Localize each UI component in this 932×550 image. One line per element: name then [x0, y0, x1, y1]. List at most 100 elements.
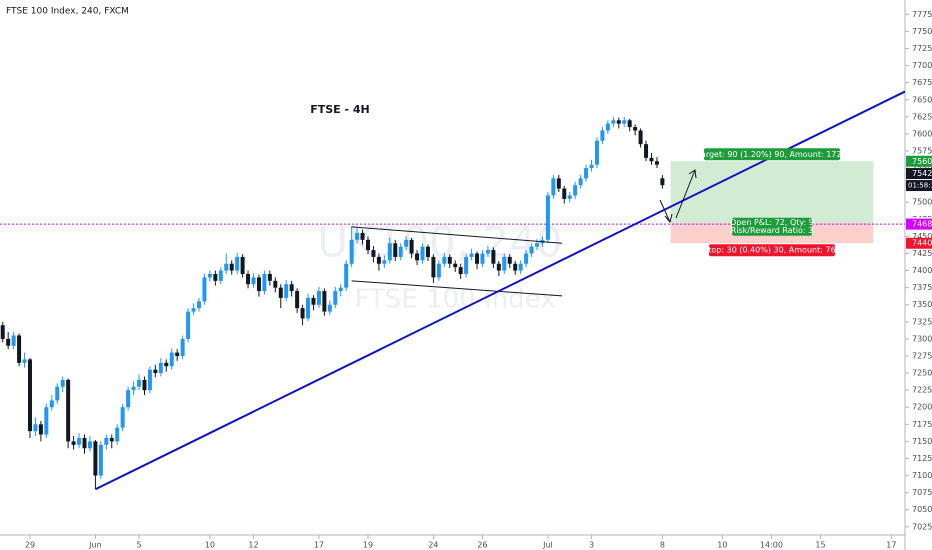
candle-body — [191, 308, 196, 312]
y-tick-label: 7650 — [912, 95, 932, 104]
plot: Target: 90 (1.20%) 90, Amount: 1720 Open … — [0, 90, 906, 491]
candle-body — [142, 379, 147, 391]
countdown-bg — [906, 180, 932, 192]
candle-body — [344, 263, 349, 288]
candle-body — [137, 379, 142, 387]
y-tick-label: 7350 — [912, 300, 932, 309]
candle-body — [551, 178, 556, 196]
candle-body — [311, 297, 316, 305]
candle-body — [251, 277, 256, 285]
candle-body — [180, 338, 185, 356]
y-tick-label: 7400 — [912, 266, 932, 275]
candle-body — [11, 335, 16, 346]
y-tick-label: 7775 — [912, 10, 932, 19]
x-tick-label: 10 — [205, 541, 215, 550]
y-tick-label: 7175 — [912, 420, 932, 429]
watermark: UK100, 240 — [317, 218, 562, 267]
y-tick-label: 7675 — [912, 78, 932, 87]
candle-body — [567, 195, 572, 199]
candle-body — [611, 120, 616, 124]
target-label: Target: 90 (1.20%) 90, Amount: 1720 — [696, 150, 846, 159]
x-tick-label: Jul — [542, 541, 553, 550]
x-tick-label: 24 — [428, 541, 438, 550]
x-tick-label: 29 — [25, 541, 35, 550]
y-tick-label: 7025 — [912, 522, 932, 531]
stop-label-bg — [708, 244, 835, 257]
candle-body — [644, 144, 649, 158]
y-tick-label: 7300 — [912, 334, 932, 343]
target-zone — [670, 161, 874, 223]
candle-body — [436, 263, 441, 278]
candle-body — [349, 239, 354, 264]
stop-label: Stop: 30 (0.40%) 30, Amount: 760 — [703, 246, 841, 255]
candle-body — [556, 178, 561, 189]
candle-body — [387, 243, 392, 261]
candle-body — [44, 407, 49, 435]
candle-body — [447, 256, 452, 264]
candle-body — [22, 359, 27, 363]
price-label-bg — [906, 155, 932, 167]
candle-body — [278, 287, 283, 298]
candle-body — [507, 256, 512, 264]
candle-body — [196, 301, 201, 309]
y-tick-label: 7050 — [912, 505, 932, 514]
candle-body — [524, 253, 529, 264]
candle-body — [420, 246, 425, 261]
candle-body — [158, 362, 163, 374]
price-label-bg — [906, 218, 932, 230]
candle-body — [616, 120, 621, 124]
price-label-bg — [906, 168, 932, 180]
channel-line — [351, 226, 563, 244]
price-label: 7560 — [912, 157, 932, 166]
candle-body — [316, 291, 321, 305]
candle-body — [267, 273, 272, 281]
candle-body — [306, 297, 311, 319]
candle-body — [300, 308, 305, 319]
y-tick-label: 7575 — [912, 147, 932, 156]
candle-body — [322, 291, 327, 312]
candle-body — [131, 386, 136, 391]
x-tick-label: Jun — [88, 541, 102, 550]
candle-body — [562, 188, 567, 199]
candle-body — [49, 400, 54, 408]
candle-body — [240, 256, 245, 274]
candle-body — [224, 263, 229, 271]
candle-body — [246, 273, 251, 285]
price-label: 7468 — [912, 220, 932, 229]
price-label-bg — [906, 237, 932, 249]
candle-body — [398, 246, 403, 257]
chart-title: FTSE 100 Index, 240, FXCM — [6, 7, 129, 17]
candle-body — [371, 250, 376, 257]
candle-body — [365, 239, 370, 251]
candle-body — [589, 164, 594, 169]
candle-body — [605, 123, 610, 131]
candle-body — [409, 239, 414, 254]
candle-body — [594, 140, 599, 165]
countdown: 01:58:18 — [908, 182, 932, 190]
candle-body — [164, 362, 169, 367]
candle-body — [295, 291, 300, 309]
candle-body — [77, 437, 82, 445]
candle-body — [660, 178, 665, 186]
candle-body — [82, 437, 87, 449]
candle-body — [33, 424, 38, 432]
x-tick-label: 14:00 — [760, 541, 783, 550]
x-tick-label: 17 — [886, 541, 896, 550]
candle-body — [17, 335, 22, 363]
candle-body — [382, 260, 387, 264]
candle-body — [104, 437, 109, 445]
candle-body — [38, 424, 43, 435]
rr-label-bg — [731, 217, 812, 236]
candle-body — [207, 273, 212, 278]
candle-body — [649, 157, 654, 162]
x-tick-label: 12 — [248, 541, 258, 550]
candle-body — [485, 250, 490, 254]
candle-body — [453, 263, 458, 268]
candle-body — [464, 256, 469, 274]
y-tick-label: 7375 — [912, 283, 932, 292]
candle-body — [202, 277, 207, 302]
candle-body — [584, 168, 589, 179]
candle-body — [496, 263, 501, 271]
candle-body — [502, 256, 507, 271]
